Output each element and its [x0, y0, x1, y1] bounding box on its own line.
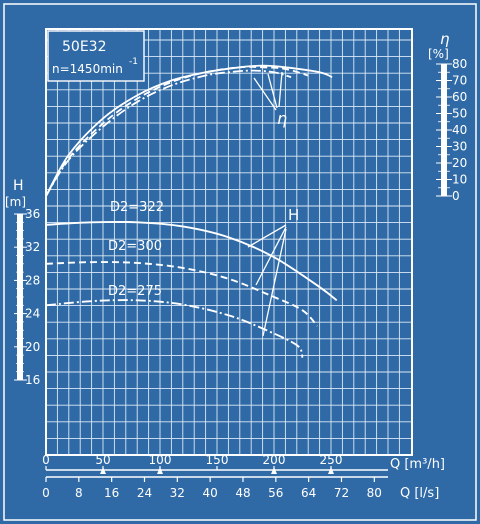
- head-tick-label: 16: [25, 373, 40, 387]
- head-leader-2: [255, 226, 287, 286]
- speed-label: n=1450min: [52, 62, 123, 76]
- q-ls-tick-label: 8: [75, 486, 83, 500]
- q-axis-marker: [157, 467, 163, 474]
- eta-tick-label: 20: [452, 156, 467, 170]
- q-ls-tick-label: 24: [137, 486, 152, 500]
- q-ls-tick-label: 32: [170, 486, 185, 500]
- eta-tick-label: 40: [452, 123, 467, 137]
- q-ls-tick-label: 64: [301, 486, 316, 500]
- q-m3h-tick-label: 150: [206, 453, 229, 467]
- flow-axis-ticks: 0 50 100 150 200 250 0 8 16 24 32 40 48 56 64 72 80: [42, 453, 382, 500]
- q-m3h-tick-label: 0: [42, 453, 50, 467]
- grid: [46, 29, 412, 455]
- q-ls-tick-label: 72: [334, 486, 349, 500]
- q-ls-tick-label: 40: [203, 486, 218, 500]
- d2-275-label: D2=275: [108, 284, 162, 299]
- efficiency-curve-d2-300: [45, 65, 309, 197]
- q-axis-marker: [271, 467, 277, 474]
- title-box: [47, 30, 145, 82]
- eta-curve-label: η: [277, 109, 287, 128]
- head-curve-label: H: [288, 206, 299, 224]
- q-ls-axis-title: Q [l/s]: [400, 486, 439, 501]
- eta-axis-ticks: 0 10 20 30 40 50 60 70 80: [436, 57, 467, 203]
- q-ls-tick-label: 80: [367, 486, 382, 500]
- eta-tick-label: 60: [452, 90, 467, 104]
- head-tick-label: 32: [25, 240, 40, 254]
- head-tick-label: 20: [25, 340, 40, 354]
- q-ls-tick-label: 0: [42, 486, 50, 500]
- pump-model-label: 50E32: [62, 39, 106, 55]
- plot-border: [45, 28, 413, 456]
- d2-322-label: D2=322: [110, 200, 164, 215]
- q-ls-tick-label: 48: [235, 486, 250, 500]
- eta-tick-label: 50: [452, 107, 467, 121]
- q-m3h-tick-label: 100: [149, 453, 172, 467]
- head-curve-d2-300: [45, 261, 319, 327]
- efficiency-curves: [45, 64, 333, 197]
- eta-tick-label: 0: [452, 189, 460, 203]
- head-leader-1: [247, 224, 287, 248]
- head-curves: [45, 220, 338, 358]
- eta-axis-symbol: η: [440, 30, 450, 48]
- head-leader-3: [262, 228, 287, 337]
- head-tick-label: 36: [25, 207, 40, 221]
- eta-leader-3: [278, 71, 283, 108]
- head-tick-label: 24: [25, 307, 40, 321]
- head-axis-symbol: H: [13, 178, 24, 194]
- q-m3h-axis-title: Q [m³/h]: [390, 457, 445, 472]
- eta-tick-label: 70: [452, 74, 467, 88]
- q-m3h-tick-label: 200: [263, 453, 286, 467]
- q-ls-tick-label: 16: [104, 486, 119, 500]
- efficiency-curve-d2-322: [45, 64, 333, 197]
- head-curve-d2-275: [45, 299, 304, 358]
- q-m3h-tick-label: 250: [320, 453, 343, 467]
- q-m3h-tick-label: 50: [95, 453, 110, 467]
- head-axis-unit: [m]: [5, 195, 26, 209]
- eta-axis-unit: [%]: [428, 47, 449, 61]
- q-ls-tick-label: 56: [268, 486, 283, 500]
- q-axis-marker: [100, 467, 106, 474]
- eta-leader-2: [267, 73, 278, 109]
- d2-300-label: D2=300: [108, 239, 162, 254]
- efficiency-curve-d2-275: [45, 69, 292, 197]
- speed-exponent: -1: [129, 57, 138, 67]
- leader-lines: [247, 71, 287, 337]
- eta-tick-label: 30: [452, 140, 467, 154]
- eta-leader-1: [253, 77, 277, 111]
- head-curve-d2-322: [45, 220, 338, 302]
- outer-border: [3, 3, 477, 521]
- head-axis-ticks: 16 20 24 28 32 36: [14, 207, 40, 387]
- eta-tick-label: 10: [452, 173, 467, 187]
- q-axis-marker: [328, 467, 334, 474]
- head-tick-label: 28: [25, 273, 40, 287]
- eta-tick-label: 80: [452, 57, 467, 71]
